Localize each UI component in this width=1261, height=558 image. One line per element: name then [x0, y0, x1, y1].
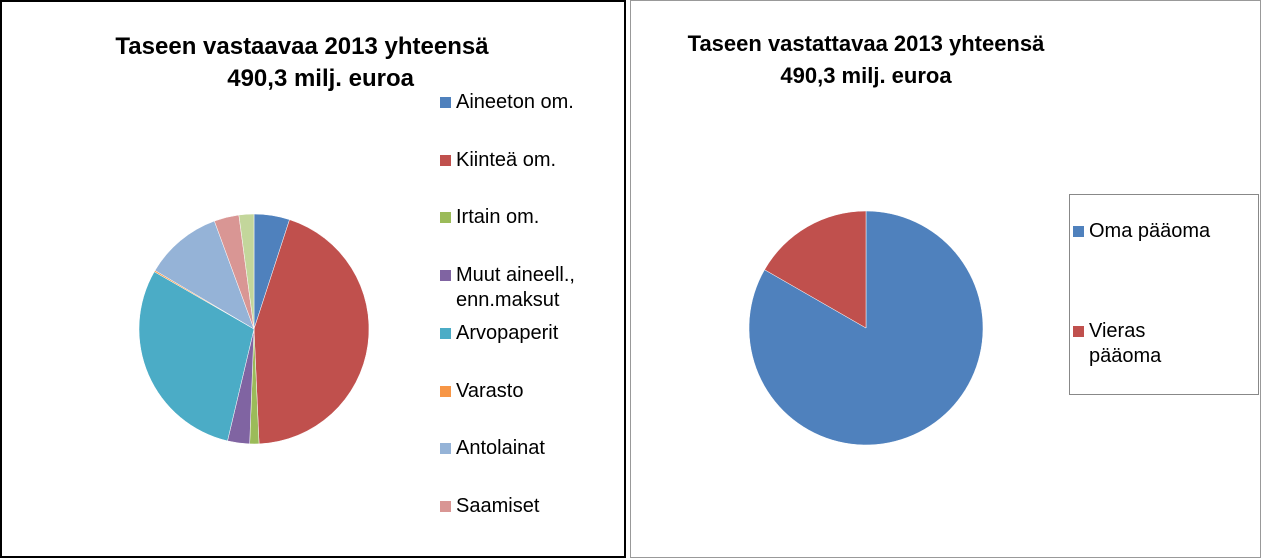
legend-item: Saamiset: [440, 494, 620, 519]
legend-item: Varasto: [440, 379, 620, 404]
legend-item: Aineeton om.: [440, 90, 620, 115]
legend-swatch: [440, 327, 451, 339]
legend-swatch: [440, 500, 451, 512]
legend-item: Muut aineell., enn.maksut: [440, 263, 620, 313]
legend-item: Vieras pääoma: [1073, 319, 1213, 369]
legend-item: Antolainat: [440, 436, 620, 461]
legend-item: Irtain om.: [440, 205, 620, 230]
legend-label: Varasto: [456, 379, 524, 402]
legend-item: Oma pääoma: [1073, 219, 1213, 244]
chart-panel: Taseen vastaavaa 2013 yhteensä 490,3 milj…: [0, 0, 626, 558]
legend-swatch: [1073, 226, 1084, 237]
pie-slice: [154, 220, 255, 330]
pie-slice: [764, 210, 867, 329]
legend-label: Saamiset: [456, 494, 540, 517]
pie-slice: [253, 219, 370, 445]
pie-slice: [138, 271, 255, 442]
chart-title: Taseen vastaavaa 2013 yhteensä: [115, 33, 489, 60]
legend-swatch: [440, 154, 451, 166]
legend-label: Antolainat: [456, 437, 545, 460]
chart: Taseen vastaavaa 2013 yhteensä 490,3 milj…: [115, 33, 489, 445]
legend-label: Aineeton om.: [456, 91, 574, 113]
chart: Taseen vastattavaa 2013 yhteensä 490,3 mi…: [688, 31, 1045, 446]
chart-panel: Taseen vastattavaa 2013 yhteensä 490,3 mi…: [630, 0, 1261, 558]
legend-label: Kiinteä om.: [456, 148, 557, 171]
legend-label: Arvopaperit: [456, 321, 559, 344]
legend-swatch: [1073, 326, 1084, 337]
pie-slice: [238, 213, 255, 330]
legend-label: Muut aineell., enn.maksut: [456, 264, 575, 312]
chart-title: 490,3 milj. euroa: [227, 65, 414, 92]
legend-swatch: [440, 212, 451, 224]
chart-title: Taseen vastattavaa 2013 yhteensä: [688, 31, 1045, 56]
legend-swatch: [440, 443, 451, 455]
legend-label: Vieras pääoma: [1089, 320, 1162, 367]
legend-item: Arvopaperit: [440, 321, 620, 346]
legend-swatch: [440, 270, 451, 282]
legend-box: [1069, 194, 1259, 395]
legend-label: Oma pääoma: [1089, 220, 1211, 242]
legend-label: Irtain om.: [456, 206, 540, 229]
legend-swatch: [440, 385, 451, 397]
legend-swatch: [440, 97, 451, 108]
legend-item: Kiinteä om.: [440, 148, 620, 173]
chart-title: 490,3 milj. euroa: [780, 63, 952, 88]
